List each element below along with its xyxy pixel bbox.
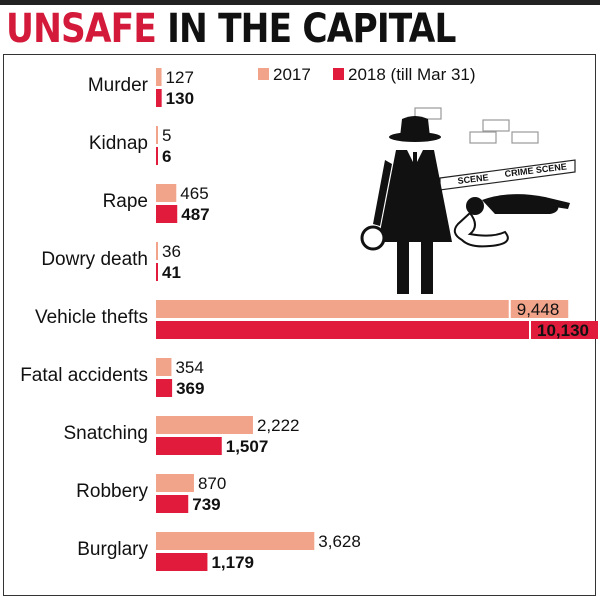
legend: 2017 2018 (till Mar 31) [258,65,476,84]
crime-scene-illustration: SCENE CRIME SCENE [360,107,576,294]
bar-2018 [156,437,222,455]
title-accent-word: UNSAFE [6,6,157,52]
bar-2018 [156,553,208,571]
crime-scene-tape: SCENE CRIME SCENE [439,159,576,191]
value-label-2017: 354 [175,358,203,377]
value-label-2018: 739 [192,495,220,514]
value-label-2018: 487 [181,205,209,224]
bar-2018 [156,379,173,397]
value-label-2018: 130 [166,89,194,108]
bar-2018 [156,321,598,339]
bar-2018 [156,147,158,165]
value-label-2017: 870 [198,474,226,493]
category-label: Snatching [63,423,148,444]
bar-2017 [156,358,172,376]
legend-swatch-2017 [258,68,269,80]
category-label: Kidnap [89,133,148,154]
bars-layer: Murder 127 130 Kidnap 5 6 Rape 465 487 Dowry deat… [20,68,598,572]
value-label-2017: 3,628 [318,532,361,551]
legend-label-2017: 2017 [273,65,311,84]
category-label: Murder [88,75,149,96]
bar-2017 [156,474,194,492]
category-label: Fatal accidents [20,365,148,386]
value-label-2017: 465 [180,184,208,203]
value-label-2018: 10,130 [537,321,589,340]
value-label-2017: 36 [162,242,181,261]
category-label: Burglary [77,539,148,560]
bar-separator [508,300,511,318]
bar-2017 [156,300,569,318]
detective-icon [360,116,452,294]
bar-2017 [156,184,177,202]
title-rest: IN THE CAPITAL [167,6,456,52]
bar-2017 [156,68,162,86]
bar-separator [529,321,531,339]
value-label-2018: 1,179 [211,553,254,572]
value-label-2018: 1,507 [226,437,269,456]
value-label-2018: 41 [162,263,181,282]
bar-2017 [156,126,158,144]
bar-2018 [156,89,162,107]
top-rule [0,0,600,5]
legend-swatch-2018 [333,68,344,80]
bar-2017 [156,416,253,434]
tape-text-scene: SCENE [457,172,489,186]
body-outline-icon [453,194,570,248]
value-label-2018: 369 [176,379,204,398]
category-label: Vehicle thefts [35,307,148,328]
category-label: Rape [103,191,148,212]
value-label-2017: 5 [162,126,171,145]
bar-2017 [156,242,158,260]
bar-2018 [156,263,158,281]
value-label-2017: 9,448 [517,300,560,319]
page-title: UNSAFE IN THE CAPITAL [6,6,456,52]
bar-2017 [156,532,315,550]
value-label-2018: 6 [162,147,171,166]
value-label-2017: 2,222 [257,416,300,435]
category-label: Robbery [76,481,148,502]
legend-label-2018: 2018 (till Mar 31) [348,65,476,84]
bar-2018 [156,205,178,223]
category-label: Dowry death [41,249,148,270]
value-label-2017: 127 [166,68,194,87]
bar-2018 [156,495,189,513]
